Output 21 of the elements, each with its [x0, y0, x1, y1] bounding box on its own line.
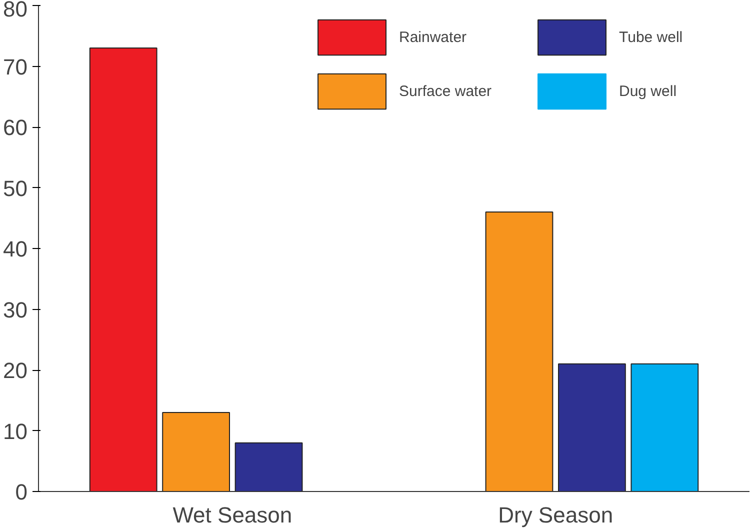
y-tick-label: 50 [3, 176, 28, 201]
y-tick-label: 20 [3, 358, 28, 383]
x-tick-label: Dry Season [498, 502, 614, 528]
legend-label: Surface water [399, 82, 493, 100]
x-tick-label: Wet Season [172, 502, 292, 528]
y-tick-label: 70 [3, 54, 28, 80]
bar [558, 363, 626, 492]
bar [485, 212, 554, 492]
legend-label: Tube well [619, 28, 684, 46]
legend-label: Dug well [619, 82, 678, 100]
bar [162, 412, 230, 492]
bar [89, 48, 158, 492]
legend-label: Rainwater [399, 28, 468, 46]
bar [234, 442, 303, 492]
y-tick-label: 40 [3, 236, 28, 262]
y-tick-label: 30 [3, 297, 28, 322]
y-tick-label: 10 [3, 418, 28, 444]
y-tick-label: 80 [3, 0, 28, 22]
y-tick-label: 60 [3, 115, 28, 140]
bar [630, 363, 699, 492]
y-tick-label: 0 [15, 480, 28, 504]
